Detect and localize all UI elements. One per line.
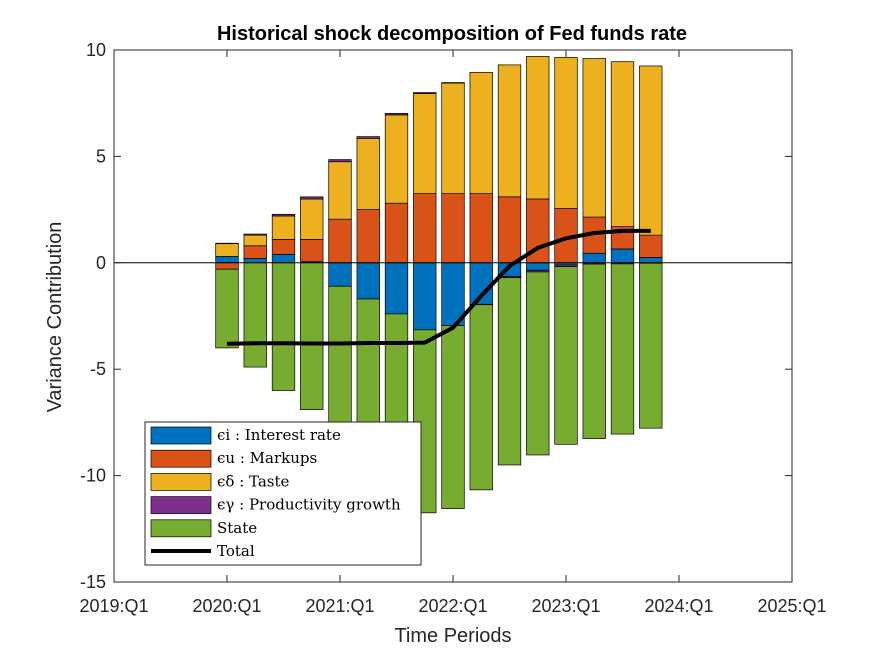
bar-segment-3-4	[328, 159, 352, 163]
bar-segment-1-7	[413, 193, 437, 264]
y-tick-label: -5	[90, 359, 106, 379]
bar-segment-0-0	[215, 256, 239, 264]
bar-segment-4-2	[271, 262, 296, 391]
bar-segment-2-13	[582, 58, 606, 218]
x-tick-label: 2019:Q1	[79, 596, 148, 616]
y-axis-label: Variance Contribution	[44, 222, 66, 413]
bar-segment-4-10	[497, 277, 522, 466]
bar-segment-1-6	[384, 202, 409, 264]
bar-segment-2-15	[639, 65, 663, 236]
bar-segment-4-12	[554, 266, 578, 445]
bar-segment-4-3	[300, 262, 324, 410]
y-tick-label: -15	[80, 572, 106, 592]
bar-segment-1-5	[356, 209, 380, 264]
y-tick-label: 0	[96, 253, 106, 273]
bar-segment-2-12	[554, 57, 578, 209]
bar-segment-3-0	[215, 242, 239, 245]
x-tick-label: 2020:Q1	[192, 596, 261, 616]
bar-segment-3-1	[243, 233, 267, 236]
bar-segment-2-3	[300, 198, 324, 240]
bar-segment-1-2	[271, 239, 296, 255]
bar-segment-0-2	[271, 253, 296, 264]
bar-segment-1-3	[300, 239, 324, 263]
bar-segment-3-3	[300, 196, 324, 200]
x-axis: 2019:Q1 2020:Q1 2021:Q1 2022:Q1 2023:Q1 2024:…	[79, 50, 827, 616]
bar-segment-0-4	[328, 262, 352, 287]
chart-title: Historical shock decomposition of Fed fu…	[217, 23, 687, 45]
bar-segment-3-5	[356, 136, 380, 139]
legend-label: ϵγ : Productivity growth	[217, 496, 401, 514]
legend-label: ϵu : Markups	[217, 449, 317, 467]
bar-segment-2-7	[413, 93, 437, 194]
bar-segment-1-8	[441, 193, 465, 264]
legend-label: State	[217, 519, 257, 537]
bar-segment-3-8	[441, 82, 465, 84]
y-axis: 10 5 0 -5 -10 -15	[80, 40, 792, 592]
legend-label: ϵi : Interest rate	[217, 426, 341, 444]
legend-swatch	[150, 519, 212, 538]
bar-segment-4-9	[469, 304, 493, 491]
bar-segment-3-2	[271, 213, 296, 217]
bar-segment-0-6	[384, 262, 409, 315]
bar-segment-2-11	[526, 56, 550, 200]
legend-swatch	[150, 449, 212, 468]
bar-segment-0-14	[610, 248, 635, 264]
bar-segment-4-8	[441, 325, 465, 509]
bar-segment-3-7	[413, 92, 437, 94]
bar-segment-4-13	[582, 263, 606, 439]
bar-segment-4-1	[243, 262, 267, 368]
bar-segment-0-13	[582, 252, 606, 264]
x-tick-label: 2022:Q1	[418, 596, 487, 616]
legend-label: ϵδ : Taste	[217, 472, 290, 490]
bar-segment-2-8	[441, 82, 465, 194]
legend-box	[144, 421, 422, 566]
legend-label: Total	[217, 542, 255, 560]
y-tick-label: 5	[96, 146, 106, 166]
bar-segment-2-14	[610, 61, 635, 227]
x-tick-label: 2023:Q1	[531, 596, 600, 616]
bar-segment-1-10	[497, 196, 522, 264]
bar-segment-1-0	[215, 262, 239, 270]
bar-segment-4-14	[610, 263, 635, 435]
bar-segment-0-5	[356, 262, 380, 300]
bar-segment-0-15	[639, 257, 663, 264]
bar-segment-1-9	[469, 193, 493, 264]
bar-segment-2-0	[215, 243, 239, 257]
x-tick-label: 2021:Q1	[305, 596, 374, 616]
bar-segment-0-11	[526, 262, 550, 271]
y-tick-label: -10	[80, 466, 106, 486]
x-tick-label: 2024:Q1	[644, 596, 713, 616]
bar-segment-4-11	[526, 271, 550, 456]
bar-segment-2-4	[328, 161, 352, 220]
bar-segment-4-15	[639, 262, 663, 429]
bar-segment-1-1	[243, 245, 267, 259]
bar-segment-2-2	[271, 215, 296, 240]
bar-segment-4-0	[215, 268, 239, 349]
bar-segment-1-4	[328, 218, 352, 264]
bar-segment-2-1	[243, 234, 267, 247]
x-tick-label: 2025:Q1	[757, 596, 826, 616]
y-tick-label: 10	[86, 40, 106, 60]
bar-segment-2-6	[384, 114, 409, 204]
total-line	[226, 228, 651, 346]
x-axis-label: Time Periods	[394, 625, 511, 647]
bar-segment-2-10	[497, 64, 522, 198]
bar-segment-0-1	[243, 258, 267, 264]
legend-swatch	[150, 426, 212, 445]
plot-area: 10 5 0 -5 -10 -15 2019:Q1 2020:Q1 2021:Q1 2022:Q…	[79, 40, 826, 616]
bar-segment-3-6	[384, 113, 409, 116]
bar-segment-0-7	[413, 262, 437, 331]
bar-segment-1-15	[639, 234, 663, 258]
bars-group	[215, 56, 663, 538]
legend-swatch	[150, 473, 212, 491]
legend: ϵi : Interest rate ϵu : Markups ϵδ : Taste…	[144, 421, 422, 566]
legend-swatch	[150, 496, 212, 514]
bar-segment-2-5	[356, 137, 380, 210]
bar-segment-2-9	[469, 71, 493, 194]
